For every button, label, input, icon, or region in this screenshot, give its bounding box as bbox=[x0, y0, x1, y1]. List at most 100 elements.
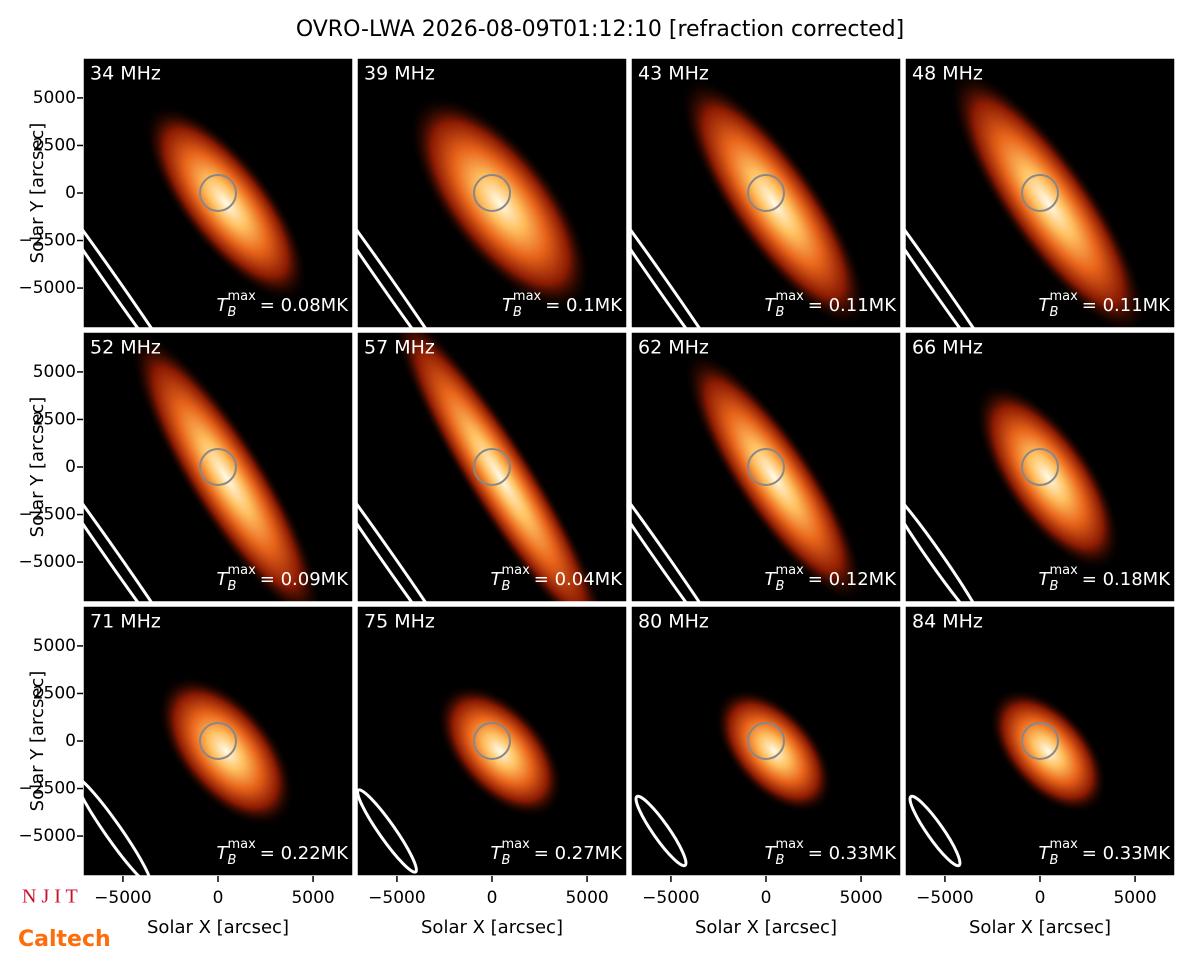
x-axis-label: Solar X [arcsec] bbox=[695, 917, 837, 938]
tb-label: TBmax = 0.1MK bbox=[502, 289, 623, 320]
tb-value: = 0.22MK bbox=[260, 843, 349, 864]
x-tick-label: 0 bbox=[1035, 888, 1046, 908]
beam bbox=[905, 158, 1023, 328]
beam bbox=[905, 485, 986, 602]
solar-disk bbox=[199, 448, 237, 486]
tb-symbol: T bbox=[765, 569, 778, 590]
tb-sub: B bbox=[228, 579, 237, 594]
y-axis-label: Solar Y [arcsec] bbox=[27, 397, 48, 538]
tb-sup: max bbox=[513, 289, 542, 304]
logo-njit: N J I T bbox=[22, 886, 78, 908]
panel-frame bbox=[904, 57, 1176, 329]
tb-sup: max bbox=[227, 563, 256, 578]
tb-symbol: T bbox=[1039, 843, 1052, 864]
x-tick-label: 0 bbox=[213, 888, 224, 908]
tb-value: = 0.11MK bbox=[808, 295, 897, 316]
image bbox=[83, 606, 353, 876]
y-tick-label: −5000 bbox=[18, 278, 76, 298]
tb-sup: max bbox=[1049, 289, 1078, 304]
tb-sup: max bbox=[775, 563, 804, 578]
tb-sub: B bbox=[776, 305, 785, 320]
tb-sup: max bbox=[1049, 563, 1078, 578]
emission bbox=[389, 332, 611, 602]
tb-sub: B bbox=[513, 305, 522, 320]
beam bbox=[83, 776, 153, 876]
y-axis-label: Solar Y [arcsec] bbox=[27, 123, 48, 264]
tb-sub: B bbox=[228, 305, 237, 320]
panel: 66 MHz TBmax = 0.18MK bbox=[904, 331, 1176, 603]
emission bbox=[974, 383, 1122, 571]
tb-sub: B bbox=[502, 853, 511, 868]
emission bbox=[714, 688, 834, 814]
tb-value: = 0.27MK bbox=[534, 843, 623, 864]
tb-sup: max bbox=[775, 289, 804, 304]
tb-label: TBmax = 0.33MK bbox=[765, 837, 898, 868]
image bbox=[631, 332, 901, 602]
tb-symbol: T bbox=[765, 843, 778, 864]
solar-disk bbox=[1021, 448, 1059, 486]
panel-label: 80 MHz bbox=[638, 611, 709, 633]
emission bbox=[680, 77, 868, 328]
tb-value: = 0.1MK bbox=[545, 295, 623, 316]
beam bbox=[357, 788, 418, 874]
tb-sub: B bbox=[776, 853, 785, 868]
tb-sub: B bbox=[1050, 305, 1059, 320]
y-tick-label: 0 bbox=[65, 731, 76, 751]
panel: 48 MHz TBmax = 0.11MK bbox=[904, 57, 1176, 329]
y-tick-label: −2500 bbox=[18, 231, 76, 251]
tb-sup: max bbox=[501, 837, 530, 852]
solar-disk bbox=[473, 174, 511, 212]
tb-value: = 0.18MK bbox=[1082, 569, 1171, 590]
panel-frame bbox=[630, 57, 902, 329]
x-tick-label: 5000 bbox=[291, 888, 334, 908]
tb-label: TBmax = 0.33MK bbox=[1039, 837, 1172, 868]
panel-frame bbox=[356, 57, 628, 329]
solar-disk bbox=[747, 448, 785, 486]
tb-label: TBmax = 0.22MK bbox=[217, 837, 350, 868]
panel-label: 75 MHz bbox=[364, 611, 435, 633]
image bbox=[83, 58, 353, 328]
image bbox=[631, 58, 901, 328]
tb-label: TBmax = 0.04MK bbox=[491, 563, 624, 594]
panel-frame bbox=[904, 331, 1176, 603]
tb-sup: max bbox=[501, 563, 530, 578]
panel-label: 48 MHz bbox=[912, 63, 983, 85]
tb-sub: B bbox=[502, 579, 511, 594]
y-tick-label: 2500 bbox=[33, 683, 76, 703]
tb-value: = 0.12MK bbox=[808, 569, 897, 590]
image bbox=[357, 606, 627, 876]
image bbox=[357, 332, 627, 602]
tb-sup: max bbox=[227, 837, 256, 852]
solar-disk bbox=[473, 448, 511, 486]
x-axis-label: Solar X [arcsec] bbox=[969, 917, 1111, 938]
tb-sub: B bbox=[228, 853, 237, 868]
beam bbox=[908, 794, 962, 868]
y-tick-label: −2500 bbox=[18, 779, 76, 799]
tb-value: = 0.33MK bbox=[1082, 843, 1171, 864]
tb-label: TBmax = 0.12MK bbox=[765, 563, 898, 594]
y-tick-label: 2500 bbox=[33, 409, 76, 429]
panel: 62 MHz TBmax = 0.12MK bbox=[630, 331, 902, 603]
image bbox=[83, 332, 353, 602]
beam bbox=[83, 432, 201, 602]
tb-value: = 0.11MK bbox=[1082, 295, 1171, 316]
beam bbox=[357, 432, 475, 602]
emission bbox=[988, 688, 1108, 814]
tb-symbol: T bbox=[217, 569, 230, 590]
x-tick-label: −5000 bbox=[94, 888, 152, 908]
tb-value: = 0.08MK bbox=[260, 295, 349, 316]
emission bbox=[436, 684, 564, 818]
y-tick-label: 5000 bbox=[33, 636, 76, 656]
x-tick-label: 0 bbox=[487, 888, 498, 908]
y-axis-label: Solar Y [arcsec] bbox=[27, 671, 48, 812]
solar-disk bbox=[747, 722, 785, 760]
panel-label: 52 MHz bbox=[90, 337, 161, 359]
y-tick-label: 5000 bbox=[33, 88, 76, 108]
panel-label: 84 MHz bbox=[912, 611, 983, 633]
tb-sup: max bbox=[1049, 837, 1078, 852]
panel-frame bbox=[356, 331, 628, 603]
beam bbox=[631, 158, 749, 328]
panel-label: 62 MHz bbox=[638, 337, 709, 359]
y-tick-label: −5000 bbox=[18, 552, 76, 572]
x-tick-label: 0 bbox=[761, 888, 772, 908]
